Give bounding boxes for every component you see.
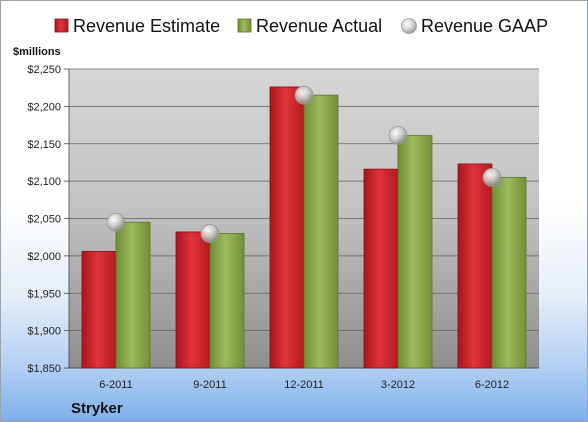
x-tick-label: 12-2011 bbox=[284, 379, 324, 391]
x-axis-ticks: 6-2011 9-2011 12-2011 3-2012 6-2012 bbox=[99, 379, 509, 391]
y-tick-label: $2,200 bbox=[27, 101, 61, 113]
y-tick-label: $1,900 bbox=[27, 326, 61, 338]
y-tick-label: $1,850 bbox=[27, 363, 61, 375]
y-tick-label: $2,150 bbox=[27, 139, 61, 151]
gaap-markers bbox=[106, 85, 502, 243]
bar-actual-12-2011 bbox=[303, 94, 339, 369]
bar-actual-9-2011 bbox=[209, 233, 245, 369]
legend-swatch-actual bbox=[237, 18, 252, 33]
y-tick-label: $2,000 bbox=[27, 251, 61, 263]
y-tick-label: $2,050 bbox=[27, 214, 61, 226]
y-axis-unit-label: $millions bbox=[13, 46, 61, 58]
gaap-marker-6-2011 bbox=[106, 212, 126, 232]
legend-marker-gaap bbox=[401, 18, 417, 34]
bar-estimate-6-2011 bbox=[81, 250, 117, 369]
x-tick-label: 6-2012 bbox=[475, 379, 509, 391]
legend-label-estimate: Revenue Estimate bbox=[73, 16, 220, 36]
y-tick-label: $2,250 bbox=[27, 64, 61, 76]
bar-actual-3-2012 bbox=[397, 135, 433, 369]
legend-label-actual: Revenue Actual bbox=[256, 16, 382, 36]
x-tick-label: 9-2011 bbox=[193, 379, 226, 391]
bar-estimate-9-2011 bbox=[175, 231, 211, 369]
bars bbox=[81, 86, 527, 369]
bar-estimate-3-2012 bbox=[363, 168, 399, 369]
bar-estimate-6-2012 bbox=[457, 163, 493, 369]
y-tick-label: $1,950 bbox=[27, 288, 61, 300]
x-tick-label: 6-2011 bbox=[99, 379, 132, 391]
bar-actual-6-2012 bbox=[491, 176, 527, 369]
gaap-marker-9-2011 bbox=[200, 224, 220, 243]
bar-actual-6-2011 bbox=[115, 221, 151, 369]
gaap-marker-3-2012 bbox=[388, 126, 408, 145]
gaap-marker-6-2012 bbox=[482, 167, 502, 187]
legend-label-gaap: Revenue GAAP bbox=[421, 16, 548, 36]
y-tick-label: $2,100 bbox=[27, 176, 61, 188]
x-tick-label: 3-2012 bbox=[381, 379, 415, 391]
company-name: Stryker bbox=[71, 400, 123, 417]
legend: Revenue Estimate Revenue Actual Revenue … bbox=[54, 16, 548, 36]
gaap-marker-12-2011 bbox=[294, 85, 314, 105]
bar-estimate-12-2011 bbox=[269, 86, 305, 369]
legend-swatch-estimate bbox=[54, 18, 69, 33]
